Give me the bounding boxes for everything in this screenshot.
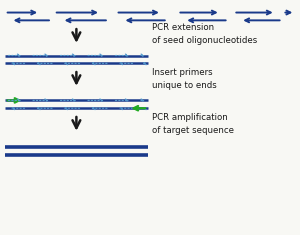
Text: PCR extension
of seed oligonucleotides: PCR extension of seed oligonucleotides bbox=[152, 23, 257, 45]
Text: PCR amplification
of target sequence: PCR amplification of target sequence bbox=[152, 113, 234, 135]
Text: Insert primers
unique to ends: Insert primers unique to ends bbox=[152, 68, 217, 90]
